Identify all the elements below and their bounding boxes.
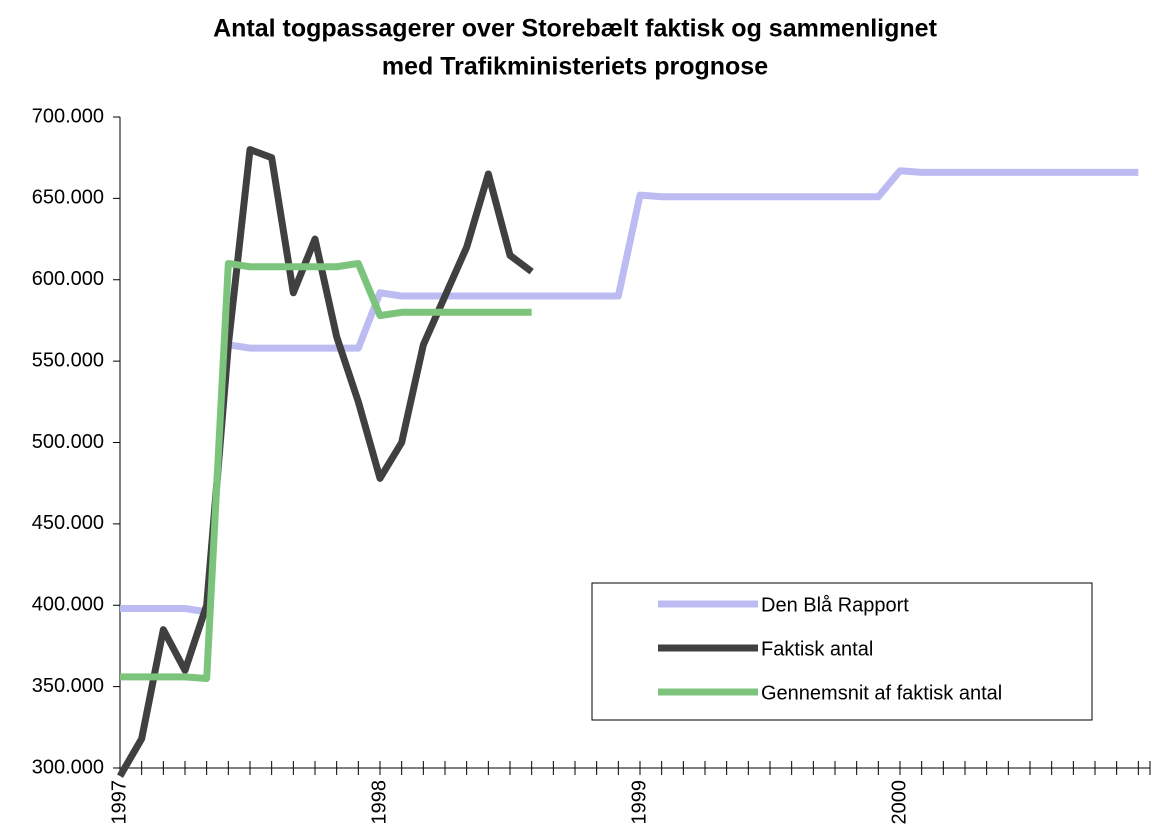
series-line bbox=[116, 146, 534, 778]
legend-label: Faktisk antal bbox=[761, 638, 873, 660]
series-line bbox=[120, 167, 1139, 616]
x-tick-label: 1999 bbox=[628, 780, 650, 825]
y-tick-label: 550.000 bbox=[32, 349, 104, 371]
y-tick-label: 650.000 bbox=[32, 187, 104, 209]
y-tick-label: 600.000 bbox=[32, 268, 104, 290]
x-tick-label: 2000 bbox=[888, 780, 910, 825]
legend-label: Gennemsnit af faktisk antal bbox=[761, 682, 1002, 704]
y-tick-label: 700.000 bbox=[32, 105, 104, 127]
legend-label: Den Blå Rapport bbox=[761, 594, 909, 616]
y-tick-label: 350.000 bbox=[32, 675, 104, 697]
y-tick-label: 500.000 bbox=[32, 431, 104, 453]
x-tick-label: 1997 bbox=[108, 780, 130, 825]
y-tick-label: 400.000 bbox=[32, 594, 104, 616]
series-line bbox=[120, 259, 532, 682]
y-tick-label: 450.000 bbox=[32, 512, 104, 534]
chart-title: Antal togpassagerer over Storebælt fakti… bbox=[213, 15, 937, 43]
x-tick-label: 1998 bbox=[368, 780, 390, 825]
chart-title: med Trafikministeriets prognose bbox=[382, 53, 768, 81]
y-tick-label: 300.000 bbox=[32, 756, 104, 778]
